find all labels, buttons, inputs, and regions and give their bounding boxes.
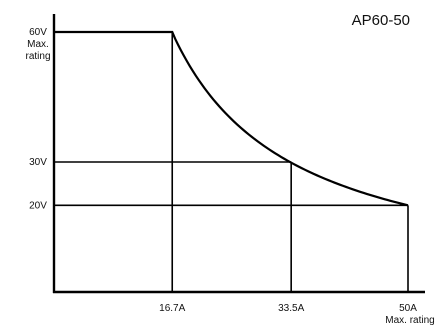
x-tick-label: 50A xyxy=(399,303,417,314)
y-tick-label: Max. xyxy=(27,39,49,50)
series-line-power-curve xyxy=(54,30,409,207)
axes xyxy=(52,14,425,294)
y-tick-label: rating xyxy=(25,51,50,62)
y-tick-label: 60V xyxy=(29,27,47,38)
x-tick-label: Max. rating xyxy=(385,315,434,326)
y-tick-label: 20V xyxy=(29,200,47,211)
y-tick-label: 30V xyxy=(29,157,47,168)
x-tick-label: 16.7A xyxy=(159,303,185,314)
x-tick-label: 33.5A xyxy=(278,303,304,314)
reference-lines xyxy=(54,31,409,292)
chart-title: AP60-50 xyxy=(352,12,410,29)
